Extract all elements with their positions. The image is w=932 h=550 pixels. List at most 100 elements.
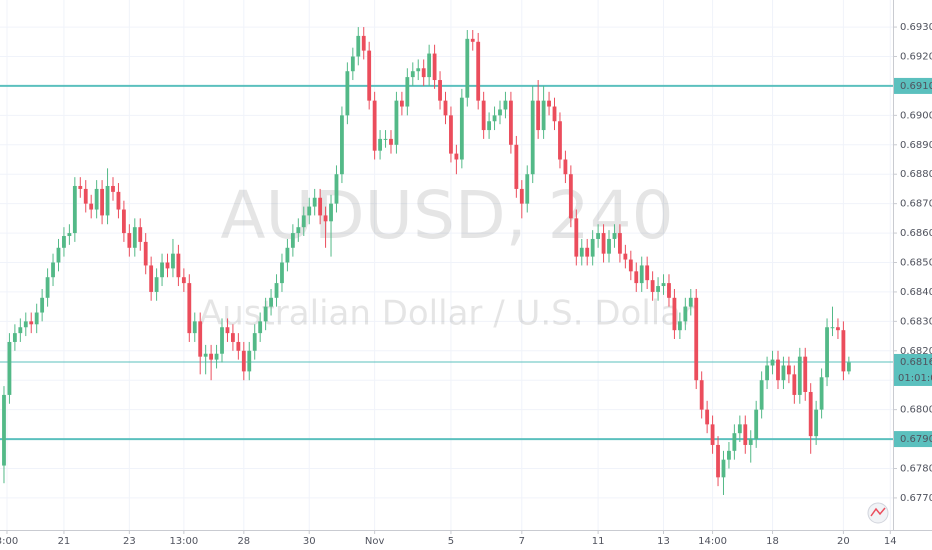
candle-body: [345, 71, 350, 116]
candle-body: [459, 97, 464, 160]
candle-body: [427, 53, 432, 78]
candle-body: [650, 280, 655, 292]
x-tick-label: 7: [519, 536, 525, 547]
candle-body: [23, 321, 28, 328]
candle-body: [677, 321, 682, 331]
candle-body: [340, 115, 344, 175]
candle-body: [530, 100, 535, 175]
candle-body: [176, 253, 181, 278]
candle-body: [585, 247, 590, 257]
candle-body: [307, 206, 312, 216]
candle-body: [269, 297, 273, 307]
candle-body: [786, 365, 791, 375]
candle-body: [383, 138, 388, 140]
candle-body: [209, 353, 214, 360]
candle-body: [846, 362, 851, 372]
candle-body: [198, 321, 203, 357]
x-tick-label: 14:00: [698, 536, 727, 547]
candle-body: [781, 365, 786, 381]
candle-body: [356, 35, 361, 57]
candle-body: [280, 262, 284, 284]
candle-body: [7, 341, 12, 395]
candle-body: [89, 203, 94, 210]
candle-body: [765, 365, 769, 381]
candle-body: [236, 341, 241, 351]
x-tick-label: 30: [303, 536, 316, 547]
candle-body: [192, 321, 197, 334]
candle-body: [579, 247, 584, 257]
candle-body: [792, 374, 797, 395]
candle-body: [290, 233, 295, 248]
x-tick-label: 18: [766, 536, 779, 547]
watermark-description: Australian Dollar / U.S. Dollar: [199, 294, 695, 334]
candle-body: [350, 56, 355, 72]
x-tick-label: 20: [837, 536, 850, 547]
countdown-label: 01:01:01: [898, 373, 932, 384]
candle-body: [438, 80, 442, 101]
candle-body: [470, 38, 475, 42]
candle-body: [596, 233, 601, 239]
candle-body: [252, 333, 257, 351]
candle-body: [225, 327, 230, 334]
candle-body: [29, 321, 34, 325]
candle-body: [34, 312, 39, 325]
candle-body: [138, 227, 143, 242]
x-tick-label: Nov: [365, 536, 385, 547]
candle-body: [214, 353, 219, 360]
candle-body: [519, 188, 524, 204]
candle-body: [683, 306, 688, 322]
candle-body: [312, 197, 317, 207]
candle-body: [547, 100, 551, 107]
candle-body: [727, 450, 731, 460]
candle-body: [154, 277, 159, 292]
candle-body: [601, 233, 606, 254]
last-price-box: [894, 353, 932, 386]
candle-body: [503, 100, 508, 110]
candle-body: [797, 356, 802, 395]
candle-body: [487, 121, 492, 131]
x-tick-label: 3:00: [0, 536, 18, 547]
candle-body: [661, 283, 666, 287]
candle-body: [372, 100, 377, 151]
candle-body: [688, 297, 693, 307]
level-label-box: [894, 77, 932, 94]
candle-body: [329, 203, 333, 222]
candle-body: [181, 277, 186, 284]
candle-body: [40, 297, 45, 313]
candle-body: [127, 233, 132, 248]
candle-body: [51, 262, 55, 278]
candle-body: [536, 100, 541, 131]
x-tick-label: 14: [884, 536, 897, 547]
candle-body: [776, 359, 780, 381]
candle-body: [143, 241, 148, 266]
candle-body: [721, 459, 726, 478]
candle-body: [323, 215, 328, 222]
candle-body: [12, 333, 17, 342]
x-tick-label: 13:00: [169, 536, 198, 547]
candle-body: [737, 424, 742, 434]
candle-body: [405, 77, 410, 107]
candle-body: [814, 409, 819, 437]
candle-body: [803, 356, 808, 392]
candle-body: [67, 233, 72, 237]
candle-body: [623, 253, 628, 260]
candle-body: [672, 297, 677, 331]
logo-circle: [867, 502, 889, 524]
candle-body: [203, 353, 208, 357]
candle-body: [116, 191, 121, 210]
candle-body: [399, 100, 404, 107]
candle-body: [367, 50, 372, 101]
candle-body: [361, 35, 366, 51]
candle-body: [394, 100, 399, 145]
